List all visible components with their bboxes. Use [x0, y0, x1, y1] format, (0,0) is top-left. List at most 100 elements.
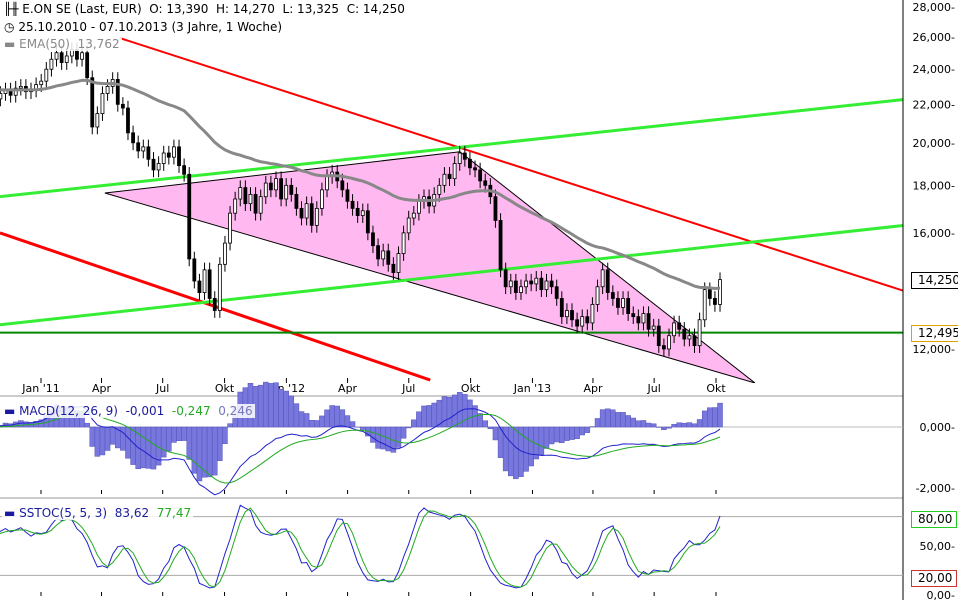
- candle: [238, 187, 243, 200]
- candle: [442, 173, 447, 186]
- legend-macd[interactable]: ▬ MACD(12, 26, 9) -0,001 -0,247 0,246: [2, 404, 255, 418]
- y-tick-label: 26,000-: [913, 31, 955, 44]
- candle: [279, 178, 283, 200]
- ema-line: [0, 78, 721, 291]
- sstoc-k-line: [0, 504, 721, 589]
- macd-histogram-bar: [109, 426, 116, 445]
- macd-histogram-bar: [104, 426, 111, 451]
- macd-histogram-bar: [298, 411, 305, 428]
- candle: [64, 55, 69, 63]
- macd-histogram-bar: [635, 420, 642, 428]
- macd-histogram-bar: [594, 418, 601, 428]
- candle: [371, 232, 375, 247]
- candle: [401, 232, 406, 254]
- candle: [197, 280, 202, 293]
- candle: [508, 280, 513, 288]
- candle: [105, 85, 110, 94]
- macd-histogram-bar: [666, 426, 672, 429]
- candle: [580, 316, 585, 327]
- candle: [141, 146, 146, 152]
- candle: [396, 253, 401, 273]
- macd-histogram-bar: [564, 426, 570, 441]
- macd-histogram-bar: [278, 388, 284, 428]
- macd-histogram-bar: [640, 420, 647, 428]
- macd-histogram-bar: [405, 426, 412, 429]
- candle: [595, 286, 600, 305]
- macd-histogram-bar: [492, 426, 499, 441]
- candle: [59, 52, 64, 63]
- x-tick-label: Okt: [461, 382, 481, 395]
- macd-histogram-bar: [329, 405, 335, 428]
- macd-histogram-bar: [125, 426, 131, 459]
- macd-histogram-bar: [334, 405, 340, 428]
- candle: [524, 280, 528, 288]
- macd-histogram-bar: [579, 426, 585, 436]
- high-value: H: 14,270: [216, 2, 275, 16]
- candle: [18, 85, 23, 89]
- candle: [115, 79, 120, 105]
- candle: [360, 210, 365, 216]
- candle: [350, 200, 355, 209]
- macd-histogram-bar: [227, 423, 233, 428]
- sstoc-80-tag: 80,00: [911, 511, 958, 528]
- candle: [585, 316, 590, 324]
- macd-histogram-bar: [293, 403, 300, 428]
- candle: [621, 298, 625, 308]
- candle: [616, 298, 620, 308]
- candle: [90, 77, 95, 128]
- macd-label: MACD(12, 26, 9): [19, 404, 118, 418]
- macd-histogram-bar: [395, 426, 402, 448]
- candle: [284, 184, 289, 200]
- candle: [697, 319, 702, 347]
- candle: [49, 58, 54, 70]
- x-tick-label: Apr: [338, 382, 358, 395]
- macd-histogram-bar: [508, 426, 514, 477]
- y-tick-label: 12,000-: [913, 343, 955, 356]
- candle: [100, 93, 105, 115]
- macd-histogram-bar: [339, 409, 346, 428]
- bars-icon: ╟╫: [4, 2, 19, 16]
- close-value: C: 14,250: [346, 2, 405, 16]
- ema-label: EMA(50): [19, 37, 70, 51]
- candle: [672, 322, 676, 337]
- sstoc-line-icon: ▬: [4, 506, 16, 520]
- candle: [177, 146, 181, 167]
- price-panel: [0, 37, 903, 383]
- candle: [386, 250, 391, 265]
- candle: [646, 313, 651, 330]
- legend-ema[interactable]: ▬ EMA(50) 13,762: [2, 37, 122, 51]
- candle: [304, 203, 309, 219]
- macd-histogram-bar: [431, 402, 437, 428]
- candle: [707, 289, 712, 299]
- macd-histogram-bar: [94, 426, 101, 457]
- candle: [263, 182, 268, 198]
- candle: [299, 207, 304, 219]
- macd-histogram-bar: [268, 383, 274, 428]
- signal-value: -0,247: [171, 404, 211, 418]
- candle: [600, 269, 605, 288]
- candle: [452, 163, 457, 180]
- macd-histogram-bar: [604, 408, 611, 428]
- candle: [590, 304, 595, 324]
- macd-histogram-bar: [217, 426, 223, 461]
- candle: [687, 335, 692, 340]
- y-tick-label: 16,000-: [913, 227, 955, 240]
- candle: [166, 152, 171, 158]
- macd-histogram-bar: [411, 419, 417, 428]
- sstoc-d-value: 77,47: [156, 506, 192, 520]
- candle: [325, 176, 329, 191]
- instrument-name: E.ON SE (Last, EUR): [22, 2, 142, 16]
- candle: [120, 103, 125, 109]
- macd-histogram-bar: [360, 426, 366, 430]
- candle: [636, 316, 641, 324]
- macd-histogram-bar: [84, 422, 90, 428]
- y-tick-label: 20,000-: [913, 137, 955, 150]
- macd-histogram-bar: [176, 426, 182, 442]
- macd-histogram-bar: [303, 413, 310, 428]
- legend-sstoc[interactable]: ▬ SSTOC(5, 5, 3) 83,62 77,47: [2, 506, 194, 520]
- macd-histogram-bar: [283, 390, 289, 428]
- candle: [44, 68, 49, 82]
- candle: [131, 132, 135, 144]
